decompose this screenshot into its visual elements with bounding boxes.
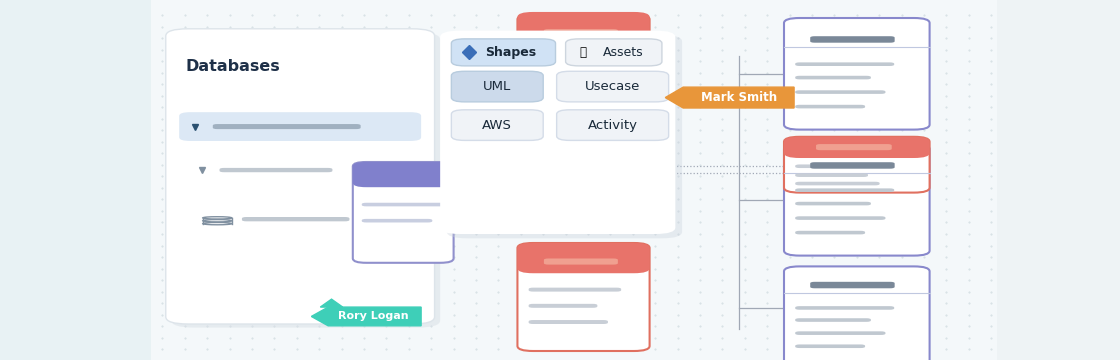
FancyBboxPatch shape (529, 304, 597, 308)
Polygon shape (320, 299, 343, 307)
FancyBboxPatch shape (447, 35, 682, 238)
FancyBboxPatch shape (795, 105, 865, 108)
FancyBboxPatch shape (171, 32, 440, 328)
FancyBboxPatch shape (810, 282, 895, 288)
FancyBboxPatch shape (529, 75, 601, 79)
Text: Shapes: Shapes (485, 46, 536, 59)
FancyBboxPatch shape (795, 174, 868, 177)
FancyBboxPatch shape (353, 162, 454, 187)
Text: Databases: Databases (186, 59, 281, 75)
FancyBboxPatch shape (213, 124, 361, 129)
FancyBboxPatch shape (784, 137, 930, 193)
Text: Usecase: Usecase (585, 80, 641, 93)
FancyBboxPatch shape (362, 203, 445, 206)
FancyBboxPatch shape (353, 162, 454, 263)
FancyBboxPatch shape (795, 165, 889, 168)
FancyBboxPatch shape (362, 219, 432, 222)
FancyBboxPatch shape (795, 345, 865, 348)
FancyBboxPatch shape (529, 320, 608, 324)
FancyBboxPatch shape (795, 62, 894, 66)
FancyBboxPatch shape (795, 90, 886, 94)
FancyBboxPatch shape (795, 202, 871, 205)
FancyBboxPatch shape (220, 168, 333, 172)
Text: Assets: Assets (603, 46, 643, 59)
FancyBboxPatch shape (557, 71, 669, 102)
FancyBboxPatch shape (795, 318, 871, 322)
Text: AWS: AWS (483, 118, 512, 132)
Text: UML: UML (483, 80, 512, 93)
Text: 💼: 💼 (579, 46, 586, 59)
FancyBboxPatch shape (810, 36, 895, 43)
FancyBboxPatch shape (529, 93, 612, 96)
FancyBboxPatch shape (451, 39, 556, 66)
FancyBboxPatch shape (517, 12, 650, 44)
FancyBboxPatch shape (795, 76, 871, 79)
FancyBboxPatch shape (179, 112, 421, 141)
FancyBboxPatch shape (795, 306, 894, 310)
FancyBboxPatch shape (440, 31, 675, 234)
FancyBboxPatch shape (795, 182, 879, 185)
FancyBboxPatch shape (816, 144, 892, 150)
FancyBboxPatch shape (795, 188, 894, 192)
FancyBboxPatch shape (517, 243, 650, 273)
FancyBboxPatch shape (451, 71, 543, 102)
Bar (0, 0, 151, 360)
FancyBboxPatch shape (544, 29, 618, 35)
FancyBboxPatch shape (784, 137, 930, 158)
FancyBboxPatch shape (557, 110, 669, 140)
FancyBboxPatch shape (795, 216, 886, 220)
Text: Activity: Activity (588, 118, 637, 132)
FancyBboxPatch shape (795, 231, 865, 234)
Text: Mark Smith: Mark Smith (701, 91, 776, 104)
FancyBboxPatch shape (795, 331, 886, 335)
Polygon shape (311, 307, 421, 326)
FancyBboxPatch shape (529, 59, 624, 63)
Polygon shape (665, 87, 794, 108)
FancyBboxPatch shape (566, 39, 662, 66)
FancyBboxPatch shape (784, 18, 930, 130)
FancyBboxPatch shape (517, 243, 650, 351)
FancyBboxPatch shape (166, 29, 435, 324)
FancyBboxPatch shape (810, 162, 895, 169)
Text: Rory Logan: Rory Logan (337, 311, 409, 321)
Bar (997, 0, 1120, 360)
FancyBboxPatch shape (544, 258, 618, 265)
FancyBboxPatch shape (517, 14, 650, 137)
FancyBboxPatch shape (242, 217, 349, 221)
FancyBboxPatch shape (451, 110, 543, 140)
FancyBboxPatch shape (784, 144, 930, 256)
FancyBboxPatch shape (529, 288, 622, 292)
FancyBboxPatch shape (784, 266, 930, 360)
